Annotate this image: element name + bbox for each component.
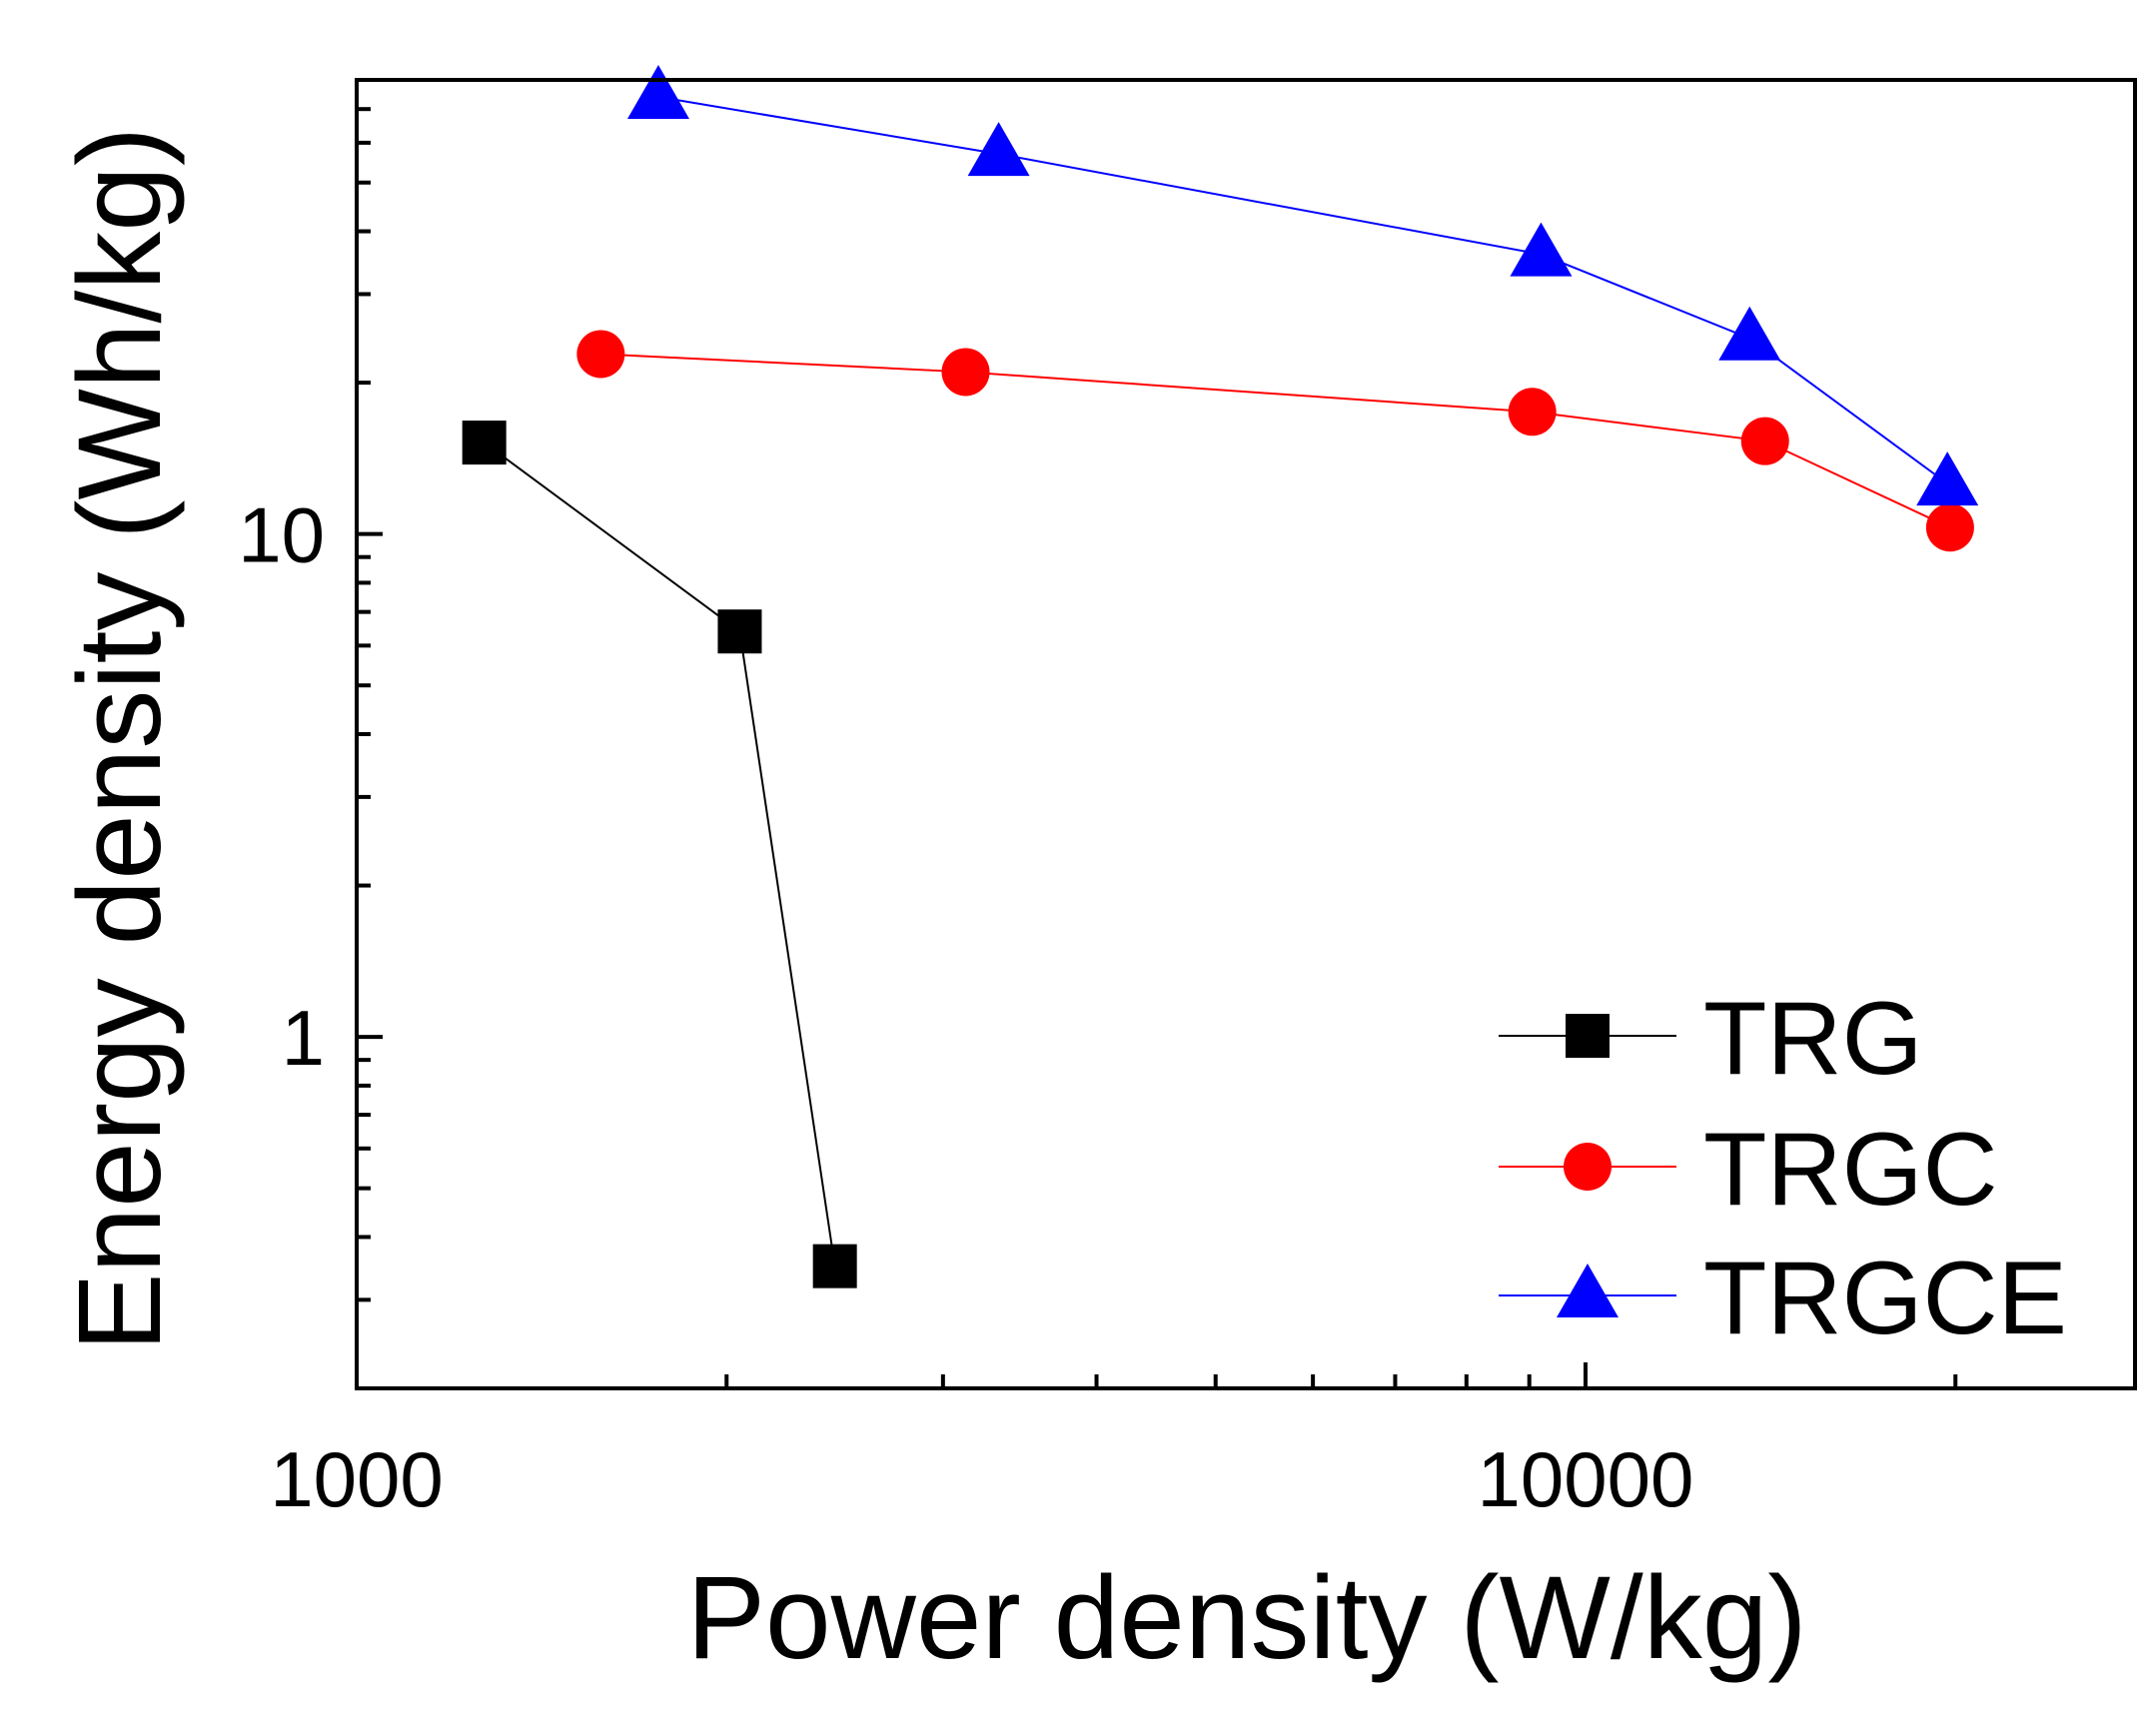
legend-label-trg: TRG	[1703, 981, 1923, 1097]
legend: TRG TRGC TRGCE	[1499, 981, 2067, 1356]
data-point-trgce	[1718, 306, 1781, 361]
data-point-trgc	[1925, 503, 1974, 552]
data-point-trgc	[941, 348, 990, 397]
data-point-trgce	[1510, 222, 1573, 277]
legend-label-trgc: TRGC	[1703, 1112, 1998, 1228]
data-point-trgc	[576, 330, 625, 379]
x-axis-title: Power density (W/kg)	[686, 1552, 1806, 1684]
data-point-trg	[462, 421, 507, 465]
data-point-trgce	[967, 122, 1030, 177]
y-tick-label: 10	[238, 491, 325, 579]
data-point-trgce	[1916, 451, 1979, 506]
x-tick-label: 1000	[270, 1435, 444, 1523]
y-axis-title: Energy density (Wh/kg)	[54, 127, 186, 1351]
legend-marker-trgc	[1564, 1143, 1612, 1191]
data-point-trgc	[1508, 388, 1557, 436]
tick-layer: 1000 10000 1 10	[238, 78, 1958, 1523]
legend-label-trgce: TRGCE	[1703, 1241, 2067, 1356]
data-point-trgc	[1740, 417, 1789, 465]
legend-marker-trgce	[1557, 1264, 1618, 1317]
series-line-trg	[484, 441, 836, 1267]
legend-marker-trg	[1566, 1014, 1610, 1058]
y-tick-label: 1	[282, 994, 325, 1082]
data-point-trg	[717, 609, 762, 654]
data-point-trgce	[626, 65, 689, 120]
data-point-trg	[812, 1244, 857, 1288]
x-tick-label: 10000	[1478, 1435, 1694, 1523]
series-layer	[462, 65, 1979, 1288]
